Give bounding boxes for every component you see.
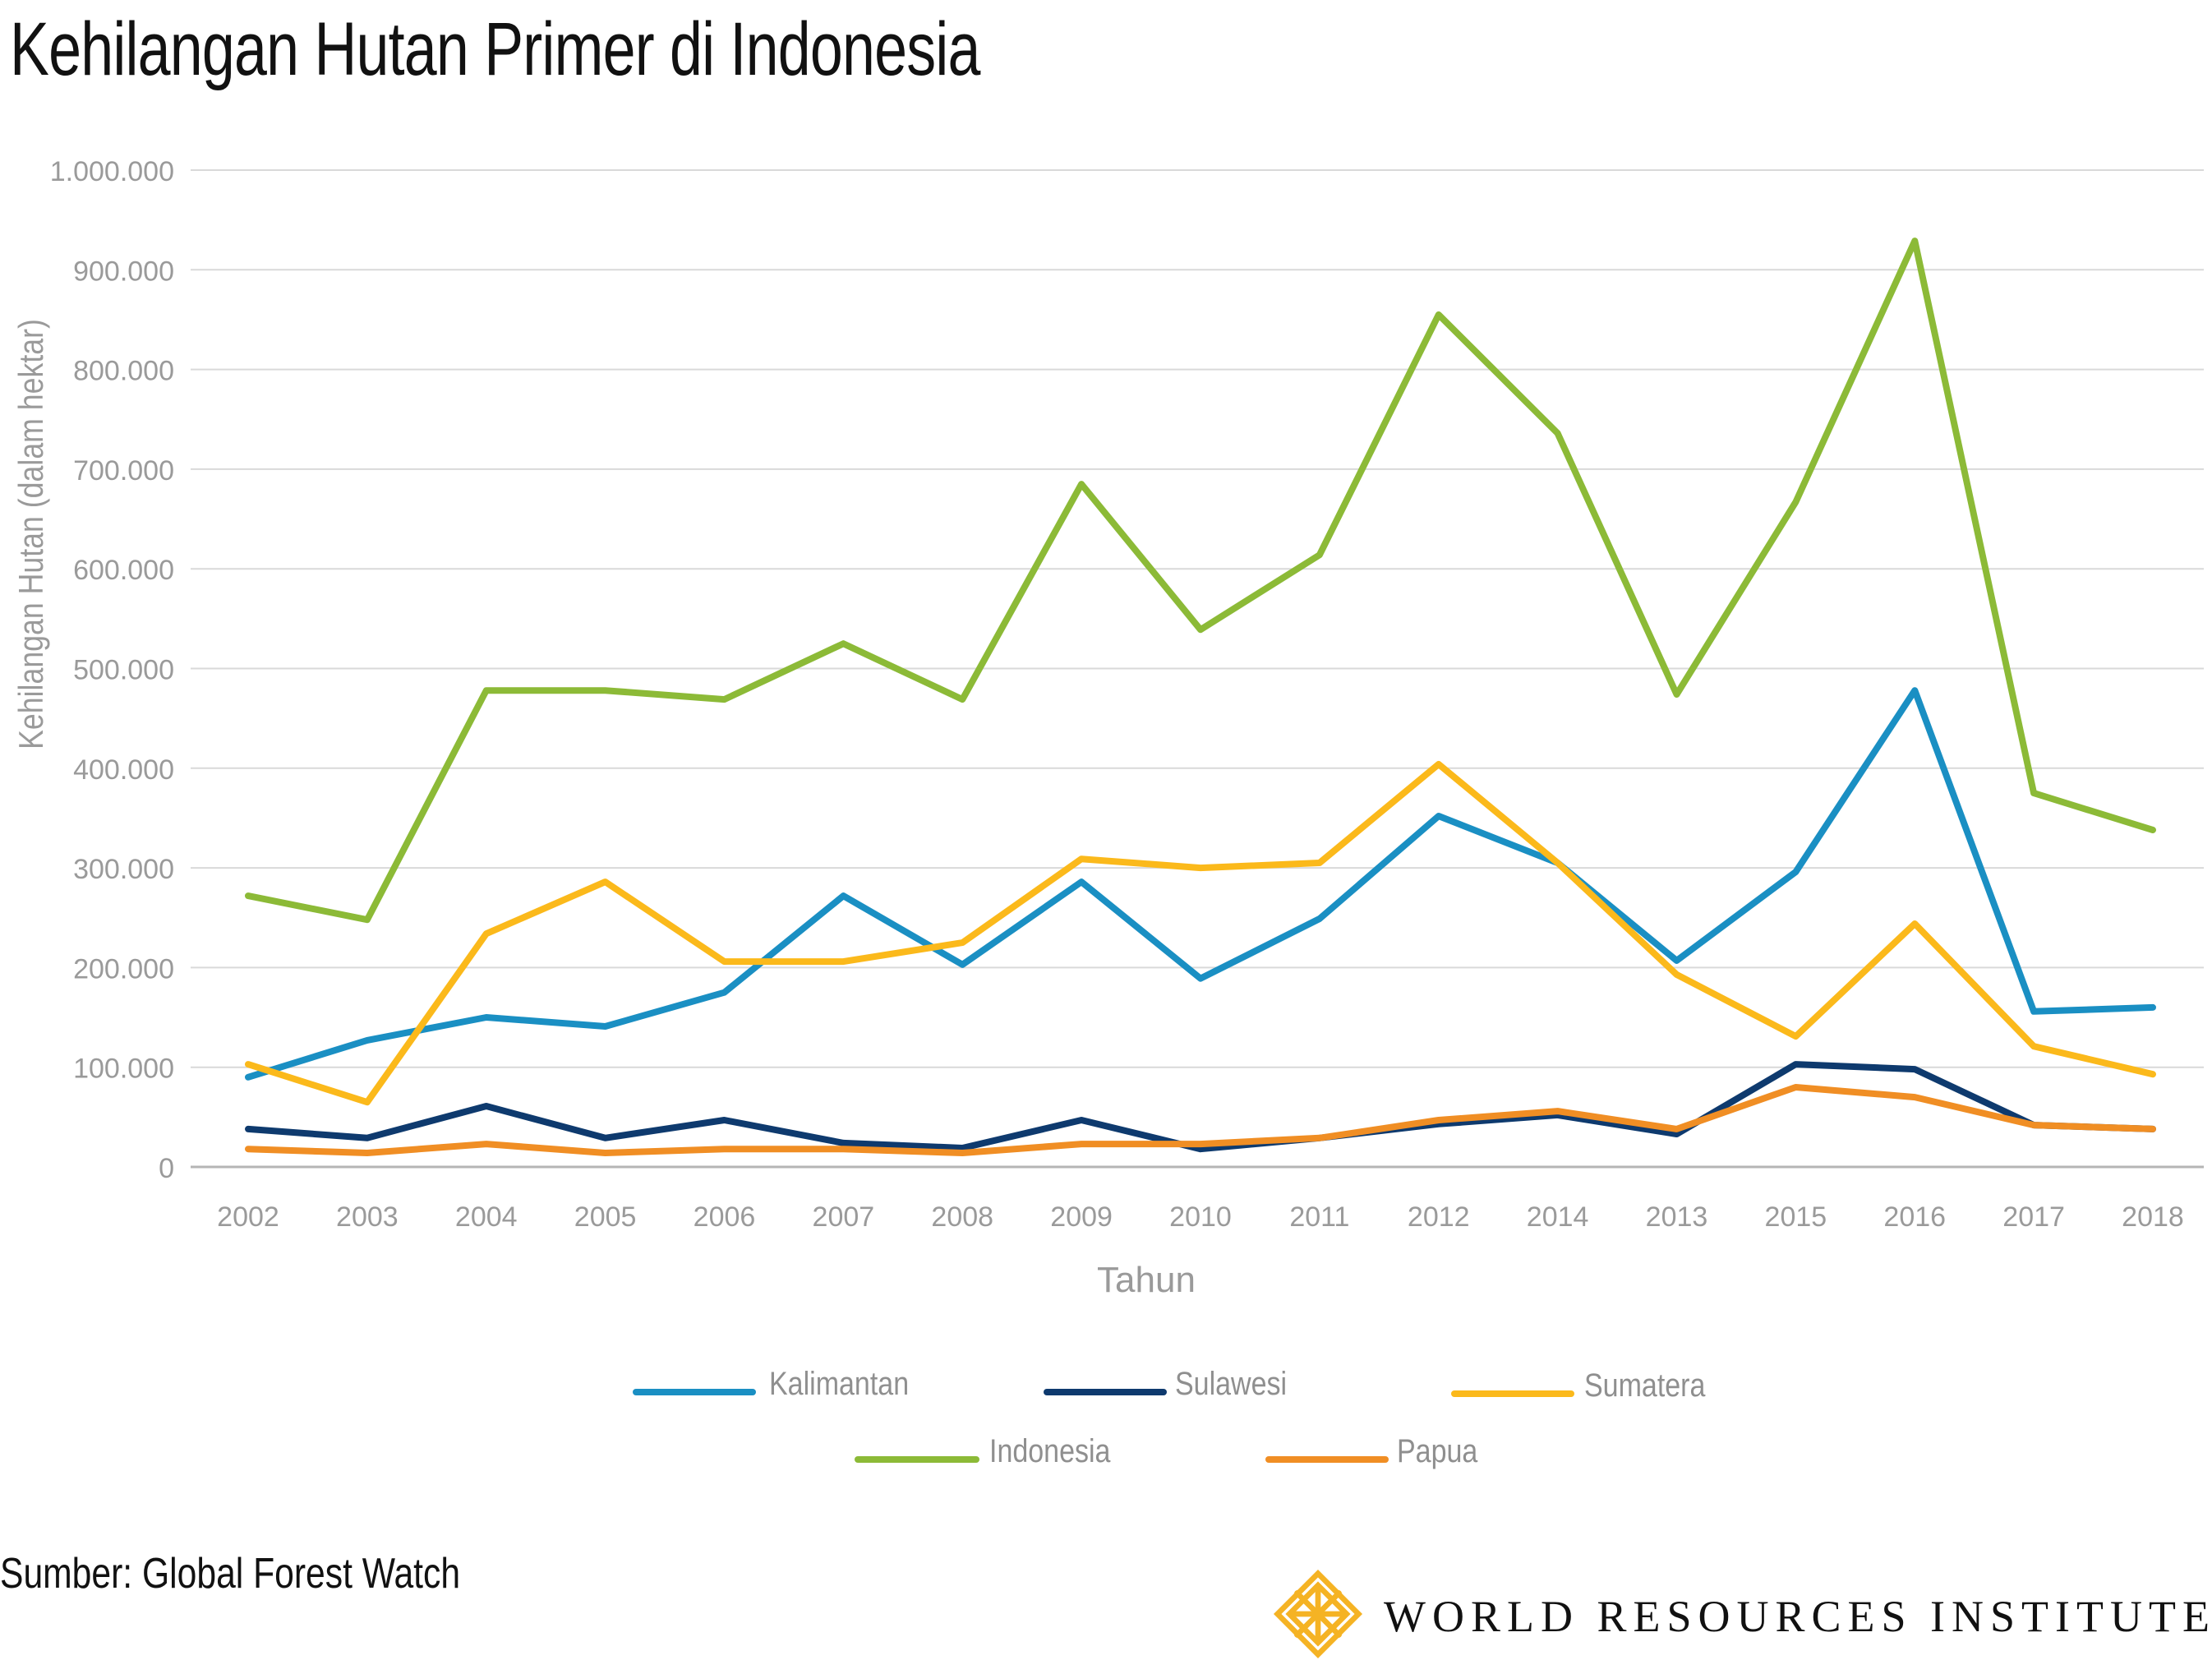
y-tick-label: 500.000 [73,655,174,686]
y-axis-ticks: 0 100.000 200.000 300.000 400.000 500.000 600.… [50,156,174,1184]
chart-title: Kehilangan Hutan Primer di Indonesia [10,7,980,91]
y-tick-label: 800.000 [73,356,174,387]
legend-label-sulawesi: Sulawesi [1175,1366,1288,1402]
legend-swatch-papua [1265,1456,1389,1463]
y-tick-label: 600.000 [73,555,174,586]
legend-label-sumatera: Sumatera [1584,1367,1706,1404]
legend-swatch-sumatera [1451,1390,1574,1397]
series-line-papua [245,1084,2156,1156]
series-line-sulawesi [245,1061,2156,1153]
x-tick-label: 2006 [694,1201,756,1233]
x-tick-label: 2017 [2002,1201,2065,1233]
legend-swatch-sulawesi [1044,1389,1167,1395]
x-tick-label: 2009 [1050,1201,1113,1233]
legend-label-kalimantan: Kalimantan [769,1366,910,1402]
series-line-sumatera [245,760,2156,1106]
series-lines [245,237,2156,1156]
x-tick-label: 2004 [455,1201,518,1233]
x-tick-label: 2018 [2122,1201,2184,1233]
wri-logo-icon [1273,1569,1363,1659]
legend-swatch-indonesia [855,1456,979,1463]
legend-label-indonesia: Indonesia [989,1433,1111,1469]
x-tick-label: 2007 [813,1201,875,1233]
y-tick-label: 400.000 [73,754,174,786]
y-axis-label: Kehilangan Hutan (dalam hektar) [12,319,50,749]
x-tick-label: 2014 [1527,1201,1589,1233]
legend-label-papua: Papua [1397,1433,1478,1469]
x-tick-label: 2002 [217,1201,279,1233]
line-chart: 0 100.000 200.000 300.000 400.000 500.000 600.… [12,156,2204,1300]
legend-swatch-kalimantan [633,1389,756,1395]
x-tick-label: 2005 [574,1201,637,1233]
x-tick-label: 2010 [1169,1201,1232,1233]
y-tick-label: 100.000 [73,1054,174,1085]
wri-wordmark: WORLD RESOURCES INSTITUTE [1384,1592,2212,1641]
series-line-indonesia [245,237,2156,924]
y-tick-label: 1.000.000 [50,156,174,187]
x-tick-label: 2011 [1289,1201,1349,1233]
x-tick-label: 2012 [1408,1201,1470,1233]
y-tick-label: 300.000 [73,854,174,885]
source-note: Sumber: Global Forest Watch [0,1550,461,1598]
x-tick-label: 2003 [336,1201,399,1233]
series-line-kalimantan [245,687,2156,1081]
grid-lines [191,169,2204,1169]
y-tick-label: 0 [159,1153,174,1184]
x-axis-label: Tahun [1097,1260,1196,1300]
x-axis-ticks: 2002 2003 2004 2005 2006 2007 2008 2009 2010 2011… [217,1201,2184,1233]
x-tick-label: 2015 [1765,1201,1827,1233]
y-tick-label: 200.000 [73,953,174,984]
y-tick-label: 700.000 [73,455,174,486]
x-tick-label: 2008 [931,1201,993,1233]
x-tick-label: 2013 [1646,1201,1708,1233]
y-tick-label: 900.000 [73,256,174,287]
x-tick-label: 2016 [1883,1201,1946,1233]
